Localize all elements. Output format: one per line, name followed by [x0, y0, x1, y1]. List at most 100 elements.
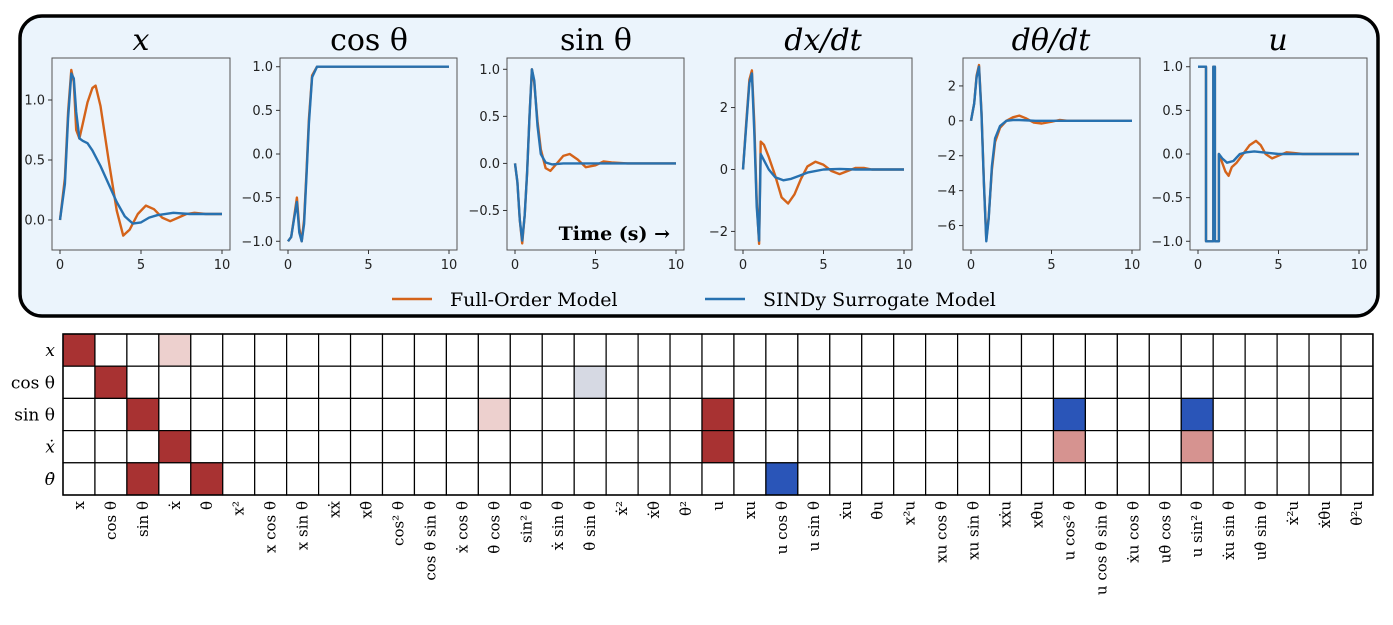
heatmap-cell	[158, 365, 192, 400]
heatmap-cell	[158, 333, 192, 367]
heatmap-cell	[381, 462, 416, 496]
plot-5: u 0 5 10 −1.0 −0.5 0.0 0.5 1.0	[1151, 23, 1368, 273]
heatmap-cell	[254, 365, 288, 400]
heatmap-cell	[1276, 397, 1310, 432]
heatmap-cell	[733, 365, 767, 400]
heatmap-cell	[286, 333, 320, 367]
heatmap-cell	[1116, 397, 1150, 432]
heatmap-cell	[605, 462, 639, 496]
heatmap-column-label: cos θ sin θ	[421, 501, 439, 581]
heatmap-cell	[477, 462, 511, 496]
legend-sindy-label: SINDy Surrogate Model	[763, 289, 996, 311]
heatmap-cell	[62, 430, 96, 464]
heatmap-cell	[861, 397, 895, 432]
y-tick-label: 0.5	[252, 104, 273, 119]
heatmap-row-label: ẋ	[45, 438, 55, 458]
heatmap-column-label: ẋ sin θ	[549, 501, 567, 550]
heatmap-cell	[62, 365, 96, 400]
heatmap-cell	[1148, 397, 1182, 432]
heatmap-cell	[637, 365, 671, 400]
y-tick-label: 1.0	[24, 94, 45, 109]
heatmap-cell	[381, 333, 416, 367]
heatmap-cell	[925, 397, 959, 432]
heatmap-cell	[222, 430, 256, 464]
heatmap-cell	[126, 397, 160, 432]
heatmap-cell	[669, 397, 703, 432]
heatmap-cell	[445, 365, 479, 400]
heatmap-cell	[988, 430, 1023, 464]
y-tick-label: −0.5	[241, 191, 273, 206]
heatmap-cell	[349, 365, 384, 400]
heatmap-cell	[1020, 430, 1055, 464]
heatmap-cell	[190, 462, 224, 496]
heatmap-cell	[509, 365, 543, 400]
y-tick-label: 0	[720, 163, 728, 178]
x-tick-label: 5	[364, 258, 372, 273]
heatmap-cell	[1244, 397, 1278, 432]
heatmap-cell	[956, 430, 991, 464]
heatmap-cell	[1340, 462, 1374, 496]
heatmap-cell	[1212, 462, 1246, 496]
heatmap-cell	[445, 397, 479, 432]
x-tick-label: 0	[1194, 258, 1202, 273]
x-tick-label: 10	[896, 258, 913, 273]
y-tick-label: 2	[948, 79, 956, 94]
heatmap-row-label: θ̇	[45, 470, 55, 490]
heatmap-cell	[286, 365, 320, 400]
heatmap-cell	[701, 462, 735, 496]
plot-title: dθ/dt	[1012, 23, 1092, 58]
heatmap-cell	[1308, 397, 1342, 432]
heatmap-cell	[413, 430, 448, 464]
heatmap-column-label: ẋ²u	[1284, 501, 1302, 525]
heatmap-cell	[62, 333, 96, 367]
heatmap-cell	[477, 365, 511, 400]
heatmap-column-label: ẋ cos θ	[453, 501, 471, 553]
plot-1: cos θ 0 5 10 −1.0 −0.5 0.0 0.5 1.0	[241, 23, 458, 273]
heatmap-cell	[1308, 365, 1342, 400]
plot-area	[51, 57, 231, 251]
heatmap-cell	[222, 333, 256, 367]
heatmap-column-label: uθ̇ sin θ	[1252, 501, 1270, 560]
heatmap-row-label: sin θ	[14, 406, 55, 426]
heatmap-cell	[381, 430, 416, 464]
x-tick-label: 0	[511, 258, 519, 273]
heatmap-column-label: x sin θ	[294, 501, 312, 550]
heatmap-cell	[126, 462, 160, 496]
heatmap-cell	[413, 462, 448, 496]
y-tick-label: 1.0	[1162, 60, 1183, 75]
heatmap-cell	[1148, 365, 1182, 400]
heatmap-cell	[605, 333, 639, 367]
heatmap-cell	[733, 462, 767, 496]
heatmap-cell	[94, 462, 128, 496]
y-tick-label: 0	[948, 114, 956, 129]
heatmap-cell	[190, 430, 224, 464]
heatmap-column-label: u	[709, 501, 727, 511]
heatmap-cell	[1116, 430, 1150, 464]
heatmap-cell	[413, 397, 448, 432]
heatmap-cell	[765, 333, 799, 367]
heatmap-cell	[62, 462, 96, 496]
heatmap-column-label: θ̇ sin θ	[581, 501, 599, 551]
heatmap-cell	[1148, 462, 1182, 496]
heatmap-cell	[318, 462, 352, 496]
heatmap-cell	[637, 430, 671, 464]
heatmap-cell	[318, 333, 352, 367]
heatmap-column-label: x²	[230, 501, 248, 515]
heatmap-cell	[1148, 333, 1182, 367]
heatmap-cell	[254, 333, 288, 367]
heatmap-cell	[988, 333, 1023, 367]
heatmap-border	[62, 333, 1374, 496]
heatmap-cell	[1084, 462, 1118, 496]
heatmap-cell	[829, 333, 863, 367]
y-tick-label: 0.0	[252, 148, 273, 163]
time-series-plots: x 0 5 10 0.0 0.5 1.0 cos θ 0 5 10 −1.0 −0.5 0.0 0.5 1.0…	[24, 23, 1368, 273]
sindy-series-line	[58, 72, 222, 225]
heatmap-cell	[1212, 333, 1246, 367]
y-tick-label: 0.5	[1162, 104, 1183, 119]
y-tick-label: −4	[937, 184, 956, 199]
heatmap-cell	[158, 430, 192, 464]
heatmap-cell	[1276, 365, 1310, 400]
heatmap-cell	[573, 430, 607, 464]
heatmap-cell	[1084, 430, 1118, 464]
heatmap-cell	[158, 397, 192, 432]
